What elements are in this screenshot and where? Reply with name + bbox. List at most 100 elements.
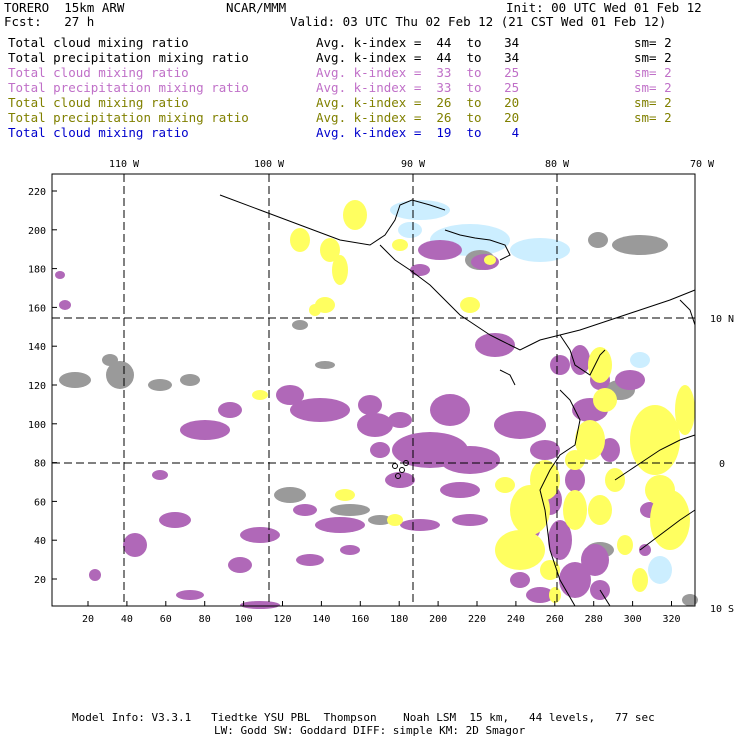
x-tick-label: 80 [199,614,211,625]
cloud-area-gray [315,361,335,369]
cloud-area-purple [293,504,317,516]
legend-field: Total precipitation mixing ratio [8,110,249,125]
cloud-area-purple [89,569,101,581]
cloud-area-yellow [588,495,612,525]
legend-kindex: Avg. k-index = 44 to 34 [316,35,520,50]
cloud-area-yellow [495,530,545,570]
legend-smoothing: sm= 2 [634,50,672,65]
cloud-area-yellow [392,239,408,251]
cloud-area-gray [588,232,608,248]
legend-field: Total precipitation mixing ratio [8,50,249,65]
cloud-area-purple [570,345,590,375]
cloud-area-gray [292,320,308,330]
cloud-area-purple [240,527,280,543]
cloud-area-gray [368,515,392,525]
cloud-area-purple [550,355,570,375]
cloud-area-yellow [495,477,515,493]
coastline [639,509,696,551]
legend-field: Total cloud mixing ratio [8,125,189,140]
coastlines [219,194,696,607]
longitude-label: 110 W [109,159,140,170]
legend-kindex: Avg. k-index = 33 to 25 [316,65,520,80]
cloud-area-yellow [630,405,680,475]
x-tick-label: 60 [160,614,172,625]
legend-row: Total cloud mixing ratio Avg. k-index = 1… [6,125,736,140]
cloud-area-purple [494,411,546,439]
latitude-label: 10 N [710,314,734,325]
y-tick-label: 80 [34,459,46,470]
legend-field: Total cloud mixing ratio [8,95,189,110]
x-tick-label: 320 [662,614,680,625]
cloud-area-purple [440,482,480,498]
coastline [539,389,581,607]
model-physics: LW: Godd SW: Goddard DIFF: simple KM: 2D… [214,724,526,737]
x-tick-label: 300 [624,614,642,625]
model-info: Model Info: V3.3.1 Tiedtke YSU PBL Thomp… [72,711,655,724]
cloud-area-purple [59,300,71,310]
legend-row: Total precipitation mixing ratio Avg. k-i… [6,110,736,125]
cloud-area-purple [418,240,462,260]
latitude-label: 10 S [710,604,734,615]
coastline [499,369,516,386]
latitude-label: 0 [719,459,725,470]
x-tick-label: 120 [273,614,291,625]
cloud-area-purple [452,514,488,526]
cloud-area-yellow [332,255,348,285]
cloud-area-yellow [593,388,617,412]
legend-kindex: Avg. k-index = 26 to 20 [316,110,520,125]
coastline [379,244,696,351]
cloud-area-purple [548,520,572,560]
y-tick-label: 60 [34,497,46,508]
cloud-area-yellow [290,228,310,252]
y-tick-label: 140 [28,342,46,353]
longitude-label: 70 W [690,159,715,170]
lat-lon-grid [52,174,695,606]
coastline [599,589,611,607]
cloud-area-gray [682,594,698,606]
init-time: Init: 00 UTC Wed 01 Feb 12 [506,0,702,15]
cloud-area-purple [615,370,645,390]
cloud-area-purple [159,512,191,528]
cloud-area-gray [106,361,134,389]
cloud-area-gray [274,487,306,503]
cloud-area-yellow [565,450,585,470]
cloud-area-purple [123,533,147,557]
legend-field: Total cloud mixing ratio [8,35,189,50]
cloud-area-purple [400,519,440,531]
y-tick-label: 160 [28,303,46,314]
cloud-area-purple [55,271,65,279]
weather-map: 110 W 100 W 90 W 80 W 70 W 10 N 0 10 S 20 40 60 80 1… [28,159,734,625]
cloud-area-purple [357,413,393,437]
x-tick-label: 20 [82,614,94,625]
cloud-area-yellow [617,535,633,555]
longitude-label: 90 W [401,159,426,170]
legend-smoothing: sm= 2 [634,110,672,125]
cloud-area-purple [152,470,168,480]
y-tick-label: 20 [34,575,46,586]
y-tick-label: 120 [28,381,46,392]
legend-field: Total precipitation mixing ratio [8,80,249,95]
cloud-area-lightblue [398,222,422,238]
cloud-area-gray [59,372,91,388]
cloud-area-purple [430,394,470,426]
cloud-area-gray [612,235,668,255]
cloud-area-yellow [252,390,268,400]
cloud-area-yellow [632,568,648,592]
cloud-area-purple [440,446,500,474]
cloud-area-purple [581,544,609,576]
cloud-area-purple [240,601,280,609]
cloud-area-purple [388,412,412,428]
legend-kindex: Avg. k-index = 33 to 25 [316,80,520,95]
cloud-area-purple [176,590,204,600]
x-tick-label: 220 [468,614,486,625]
coastline [444,229,511,261]
cloud-area-purple [276,385,304,405]
cloud-area-purple [315,517,365,533]
cloud-area-gray [180,374,200,386]
cloud-area-purple [358,395,382,415]
cloud-area-yellow [563,490,587,530]
island [395,473,401,479]
y-tick-label: 180 [28,265,46,276]
cloud-area-yellow [675,385,695,435]
coastline [614,434,696,481]
